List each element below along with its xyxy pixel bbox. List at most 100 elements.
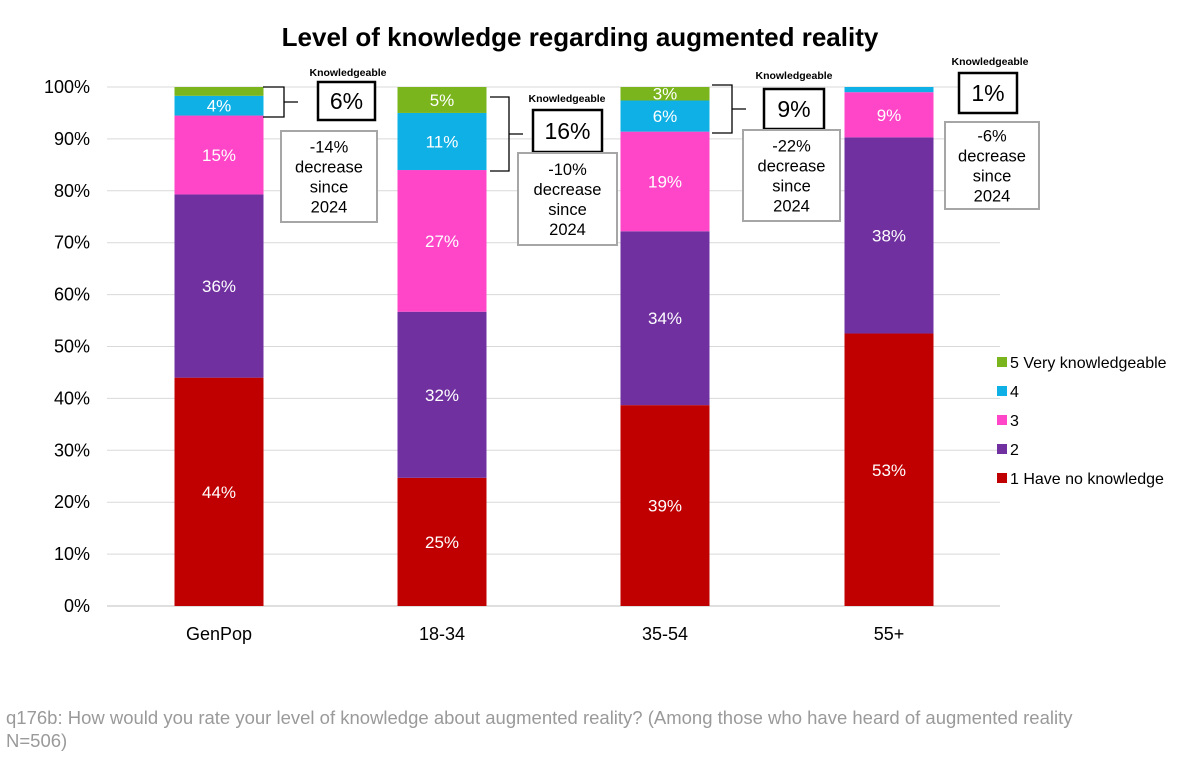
y-tick-label: 100% — [44, 77, 90, 97]
annotation-value: 9% — [777, 96, 810, 122]
bar-segment — [174, 87, 264, 96]
annotation-change-text: since — [973, 168, 1012, 186]
annotation-value: 1% — [971, 80, 1004, 106]
y-tick-label: 40% — [54, 388, 90, 408]
data-label: 19% — [648, 172, 682, 191]
annotation-value: 16% — [544, 118, 590, 144]
bar-segment — [844, 87, 934, 93]
annotation-bracket — [263, 86, 298, 118]
annotation-change-text: -22% — [772, 138, 811, 156]
bar-segment — [844, 333, 934, 606]
annotation-change-text: decrease — [958, 148, 1026, 166]
legend-label: 5 Very knowledgeable — [1010, 355, 1167, 372]
y-axis: 0% 10% 20% 30% 40% 50% 60% 70% 80% 90% 100% — [44, 77, 90, 616]
annotation-bracket — [490, 96, 523, 172]
annotation-change-box — [280, 130, 378, 223]
annotation-change-text: since — [310, 179, 349, 197]
bar-segment — [174, 95, 264, 116]
bar-segment — [397, 477, 487, 606]
bar-segment — [397, 170, 487, 312]
annotation-value-box — [762, 87, 826, 131]
annotation-change-text: 2024 — [773, 198, 810, 216]
data-label: 53% — [872, 461, 906, 480]
legend-swatch — [997, 444, 1007, 454]
annotation-callout: Knowledgeable 6% -14% decrease since 2024 — [263, 67, 387, 223]
bar-segment — [844, 137, 934, 334]
annotation-value-box — [316, 80, 377, 122]
legend: 5 Very knowledgeable 4 3 2 1 Have no knowled… — [997, 355, 1167, 488]
annotation-callout: Knowledgeable 9% -22% decrease since 2024 — [712, 70, 841, 222]
stacked-bar-chart: Level of knowledge regarding augmented r… — [44, 22, 1167, 644]
x-tick-label: 35-54 — [642, 624, 688, 644]
bar-segment — [174, 194, 264, 378]
x-axis: GenPop 18-34 35-54 55+ — [186, 624, 904, 644]
x-tick-label: GenPop — [186, 624, 252, 644]
legend-item: 1 Have no knowledge — [997, 471, 1164, 488]
annotations: Knowledgeable6%-14%decreasesince2024Know… — [263, 56, 1040, 246]
legend-swatch — [997, 386, 1007, 396]
annotation-bracket — [712, 84, 746, 134]
data-label: 15% — [202, 146, 236, 165]
chart-title: Level of knowledge regarding augmented r… — [282, 22, 879, 52]
bar-segment — [174, 115, 264, 195]
x-tick-label: 55+ — [874, 624, 905, 644]
bar-segment — [397, 87, 487, 113]
annotation-change-text: -10% — [548, 161, 587, 179]
y-tick-label: 50% — [54, 337, 90, 357]
bar-segment — [397, 311, 487, 478]
annotation-change-text: decrease — [295, 159, 363, 177]
data-label: 38% — [872, 226, 906, 245]
annotation-change-text: -6% — [977, 128, 1007, 146]
legend-item: 2 — [997, 442, 1019, 459]
annotation-change-text: 2024 — [974, 188, 1011, 206]
bar-segment — [620, 87, 710, 101]
data-label: 3% — [653, 85, 678, 104]
bar-segment — [620, 231, 710, 406]
data-label: 5% — [430, 91, 455, 110]
annotation-change-text: -14% — [310, 139, 349, 157]
legend-item: 5 Very knowledgeable — [997, 355, 1167, 372]
legend-label: 1 Have no knowledge — [1010, 471, 1164, 488]
annotation-change-box — [517, 152, 618, 246]
bars: 44% 36% 15% 4% 25% 32% 27% 11% 5% 39% 34% 19% 6% 3% 53… — [174, 85, 934, 606]
annotation-change-box — [944, 121, 1040, 210]
annotation-callout: Knowledgeable 16% -10% decrease since 2024 — [490, 93, 618, 246]
legend-label: 2 — [1010, 442, 1019, 459]
annotation-value-box — [531, 108, 604, 154]
data-label: 39% — [648, 497, 682, 516]
x-tick-label: 18-34 — [419, 624, 465, 644]
annotation-value: 6% — [330, 88, 363, 114]
legend-swatch — [997, 415, 1007, 425]
y-tick-label: 20% — [54, 492, 90, 512]
legend-label: 3 — [1010, 413, 1019, 430]
bar-segment — [620, 405, 710, 606]
y-tick-label: 70% — [54, 233, 90, 253]
annotation-change-text: since — [772, 178, 811, 196]
y-tick-label: 30% — [54, 440, 90, 460]
legend-swatch — [997, 473, 1007, 483]
y-tick-label: 0% — [64, 596, 90, 616]
data-label: 27% — [425, 232, 459, 251]
legend-label: 4 — [1010, 384, 1019, 401]
y-tick-label: 60% — [54, 285, 90, 305]
bar-segment — [620, 100, 710, 132]
data-label: 9% — [877, 106, 902, 125]
legend-item: 3 — [997, 413, 1019, 430]
bar-segment — [174, 377, 264, 606]
footnote: q176b: How would you rate your level of … — [6, 706, 1196, 752]
y-tick-label: 80% — [54, 181, 90, 201]
legend-item: 4 — [997, 384, 1019, 401]
annotation-change-box — [742, 129, 841, 222]
annotation-heading: Knowledgeable — [528, 93, 605, 105]
footnote-line-1: q176b: How would you rate your level of … — [6, 707, 1073, 728]
data-label: 34% — [648, 309, 682, 328]
data-label: 4% — [207, 97, 232, 116]
annotation-value-box — [957, 71, 1019, 115]
bar-segment — [397, 112, 487, 171]
data-label: 36% — [202, 277, 236, 296]
annotation-heading: Knowledgeable — [951, 56, 1028, 68]
annotation-callout: Knowledgeable 1% -6% decrease since 2024 — [944, 56, 1040, 210]
y-tick-label: 10% — [54, 544, 90, 564]
annotation-change-text: since — [548, 201, 587, 219]
data-label: 11% — [426, 132, 459, 151]
